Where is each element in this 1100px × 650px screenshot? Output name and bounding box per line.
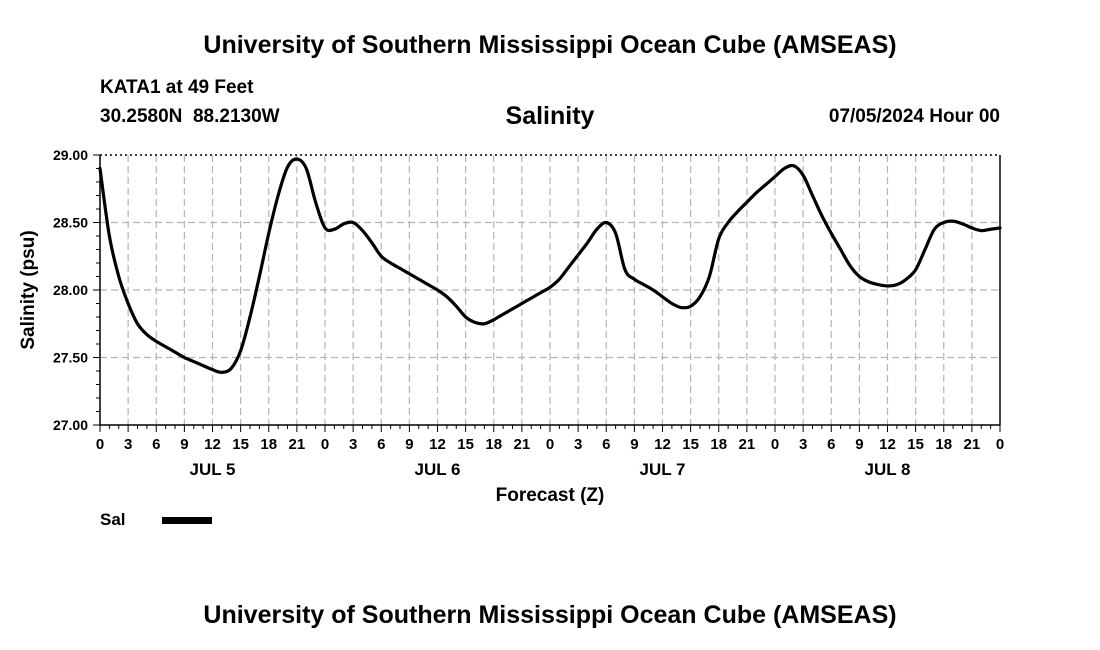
legend-label: Sal bbox=[100, 510, 126, 529]
x-tick-label: 3 bbox=[349, 436, 357, 453]
legend-swatch bbox=[162, 517, 212, 524]
x-tick-label: 3 bbox=[574, 436, 582, 453]
series-line-sal bbox=[98, 157, 1002, 374]
x-tick-label: 9 bbox=[855, 436, 863, 453]
x-tick-label: 15 bbox=[232, 436, 249, 453]
x-tick-label: 12 bbox=[204, 436, 221, 453]
x-tick-label: 6 bbox=[827, 436, 835, 453]
y-tick-label: 27.00 bbox=[53, 417, 88, 433]
x-tick-label: 18 bbox=[935, 436, 952, 453]
x-tick-label: 15 bbox=[907, 436, 924, 453]
station-label: KATA1 at 49 Feet bbox=[100, 77, 254, 98]
day-label: JUL 8 bbox=[865, 460, 911, 479]
forecast-datetime: 07/05/2024 Hour 00 bbox=[828, 106, 1000, 127]
x-tick-label: 0 bbox=[96, 436, 104, 453]
x-tick-label: 9 bbox=[180, 436, 188, 453]
x-tick-label: 18 bbox=[710, 436, 727, 453]
x-tick-label: 3 bbox=[124, 436, 132, 453]
y-tick-label: 28.00 bbox=[53, 282, 88, 298]
top-title: University of Southern Mississippi Ocean… bbox=[203, 31, 897, 59]
x-tick-label: 3 bbox=[799, 436, 807, 453]
day-label: JUL 5 bbox=[190, 460, 236, 479]
day-label: JUL 6 bbox=[415, 460, 461, 479]
x-tick-label: 0 bbox=[321, 436, 329, 453]
x-tick-label: 18 bbox=[260, 436, 277, 453]
x-axis-title: Forecast (Z) bbox=[496, 485, 605, 506]
y-tick-label: 29.00 bbox=[53, 147, 88, 163]
x-tick-label: 9 bbox=[405, 436, 413, 453]
day-label: JUL 7 bbox=[640, 460, 686, 479]
x-tick-label: 12 bbox=[654, 436, 671, 453]
x-tick-label: 0 bbox=[996, 436, 1004, 453]
x-tick-label: 21 bbox=[514, 436, 531, 453]
y-tick-label: 28.50 bbox=[53, 215, 88, 231]
x-tick-label: 15 bbox=[457, 436, 474, 453]
x-tick-label: 21 bbox=[964, 436, 981, 453]
x-tick-label: 6 bbox=[152, 436, 160, 453]
x-tick-label: 21 bbox=[739, 436, 756, 453]
x-tick-label: 21 bbox=[289, 436, 306, 453]
y-axis-title: Salinity (psu) bbox=[18, 230, 39, 349]
x-tick-label: 6 bbox=[602, 436, 610, 453]
x-tick-label: 9 bbox=[630, 436, 638, 453]
x-tick-label: 0 bbox=[546, 436, 554, 453]
coordinates-label: 30.2580N 88.2130W bbox=[100, 106, 280, 127]
x-tick-label: 12 bbox=[429, 436, 446, 453]
x-tick-label: 6 bbox=[377, 436, 385, 453]
chart-title: Salinity bbox=[505, 102, 595, 130]
x-tick-label: 0 bbox=[771, 436, 779, 453]
x-tick-label: 18 bbox=[485, 436, 502, 453]
bottom-title: University of Southern Mississippi Ocean… bbox=[203, 601, 897, 629]
x-tick-label: 12 bbox=[879, 436, 896, 453]
y-tick-label: 27.50 bbox=[53, 350, 88, 366]
x-tick-label: 15 bbox=[682, 436, 699, 453]
